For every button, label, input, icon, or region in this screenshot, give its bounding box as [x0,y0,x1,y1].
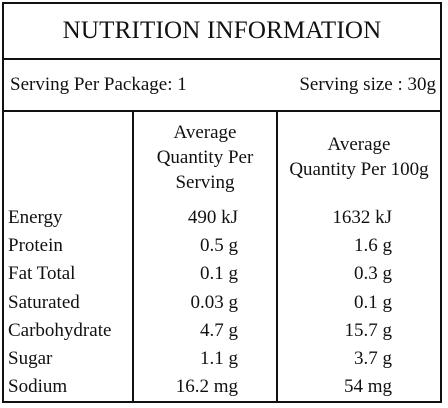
nutrient-label: Sodium [8,376,68,398]
value-per-serving: 1.1 g [200,347,238,369]
table-row: Fat Total 0.1 g 0.3 g [4,260,440,288]
value-per-serving: 0.5 g [200,235,238,257]
value-per-100g: 3.7 g [354,347,392,369]
table-row: Sodium 16.2 mg 54 mg [4,373,440,401]
table-row: Carbohydrate 4.7 g 15.7 g [4,317,440,345]
value-per-100g: 54 mg [343,376,392,398]
nutrient-label: Protein [8,235,63,257]
servings-per-package: Serving Per Package: 1 [10,74,187,95]
nutrient-label: Energy [8,207,63,228]
nutrient-label: Fat Total [8,263,76,285]
table-row: Saturated 0.03 g 0.1 g [4,289,440,317]
header-per-100g: Average Quantity Per 100g [289,134,429,180]
column-divider [132,112,134,401]
nutrient-label: Carbohydrate [8,319,112,341]
serving-info-row: Serving Per Package: 1 Serving size : 30… [4,60,440,112]
value-per-serving: 0.03 g [190,291,239,313]
table-row: Sugar 1.1 g 3.7 g [4,345,440,373]
value-per-serving: 4.7 g [200,319,238,341]
table-row: Protein 0.5 g 1.6 g [4,232,440,260]
nutrition-panel: NUTRITION INFORMATION Serving Per Packag… [2,2,442,403]
value-per-serving: 16.2 mg [175,376,238,398]
nutrition-table: Average Quantity Per Serving Average Qua… [4,112,440,401]
column-divider [276,112,278,401]
nutrient-label: Saturated [8,291,80,313]
nutrient-label: Sugar [8,347,53,369]
header-per-serving: Average Quantity Per Serving [156,121,254,193]
serving-size: Serving size : 30g [299,74,436,95]
value-per-100g: 1632 kJ [332,207,392,228]
value-per-100g: 0.3 g [354,263,392,285]
value-per-100g: 0.1 g [354,291,392,313]
value-per-100g: 15.7 g [344,319,393,341]
panel-title: NUTRITION INFORMATION [4,4,440,60]
value-per-serving: 490 kJ [187,207,238,228]
value-per-100g: 1.6 g [354,235,392,257]
nutrient-rows: Energy 490 kJ 1632 kJ Protein 0.5 g 1.6 … [4,204,440,401]
value-per-serving: 0.1 g [200,263,238,285]
table-header: Average Quantity Per Serving Average Qua… [4,112,440,202]
table-row: Energy 490 kJ 1632 kJ [4,204,440,232]
